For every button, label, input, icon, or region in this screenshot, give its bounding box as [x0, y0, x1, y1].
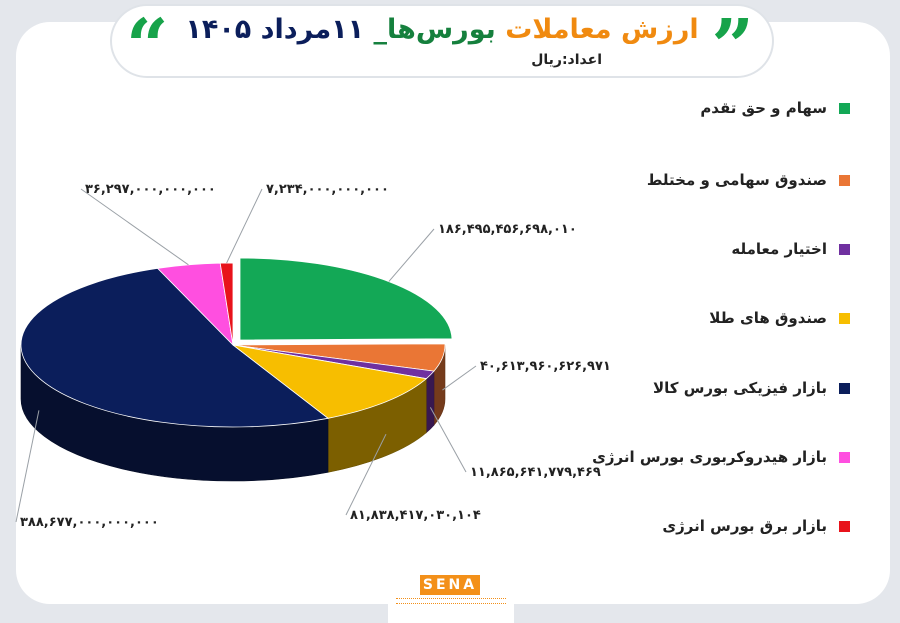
legend-item-6: بازار هیدروکربوری بورس انرژی [592, 445, 850, 469]
data-label-3: ۱۱,۸۶۵,۶۴۱,۷۷۹,۴۶۹ [470, 465, 601, 480]
quote-open-icon: “ [126, 4, 169, 90]
data-label-4: ۸۱,۸۳۸,۴۱۷,۰۳۰,۱۰۴ [350, 508, 481, 523]
title-part-2: بورس‌ها_ [373, 14, 496, 45]
footer-logo-area: SENA [388, 565, 514, 623]
legend-label-7: بازار برق بورس انرژی [662, 517, 827, 535]
legend-swatch-6 [839, 451, 850, 463]
legend-swatch-4 [839, 312, 850, 324]
legend-item-5: بازار فیزیکی بورس کالا [653, 376, 850, 400]
legend-label-1: سهام و حق تقدم [700, 99, 827, 117]
page-title: ارزش معاملات بورس‌ها_ ۱۱مرداد ۱۴۰۵ [182, 12, 702, 48]
pie-slice-1 [239, 257, 453, 341]
leader-line-5 [15, 410, 40, 523]
title-part-3: ۱۱مرداد ۱۴۰۵ [185, 14, 365, 45]
legend-swatch-2 [839, 174, 850, 186]
title-part-1: ارزش معاملات [505, 14, 699, 45]
pie-slice-side-3 [425, 370, 435, 434]
pie-side-walls [20, 344, 446, 482]
leader-line-6 [80, 188, 189, 266]
sena-logo: SENA [420, 575, 480, 595]
legend-swatch-3 [839, 243, 850, 255]
legend-item-7: بازار برق بورس انرژی [662, 514, 850, 538]
legend-item-2: صندوق سهامی و مختلط [647, 168, 850, 192]
title-banner: “ ارزش معاملات بورس‌ها_ ۱۱مرداد ۱۴۰۵ اعد… [112, 6, 772, 84]
legend-item-4: صندوق های طلا [709, 306, 850, 330]
legend-label-2: صندوق سهامی و مختلط [646, 171, 827, 189]
legend-swatch-1 [839, 102, 850, 114]
logo-tagline-mark [396, 598, 506, 604]
pie-slice-4 [232, 344, 428, 419]
data-label-5: ۳۸۸,۶۷۷,۰۰۰,۰۰۰,۰۰۰ [20, 515, 159, 530]
leader-line-3 [429, 407, 467, 473]
legend-item-3: اختیار معامله [731, 237, 850, 261]
legend-label-3: اختیار معامله [731, 240, 827, 258]
quote-close-icon: ” [711, 4, 754, 90]
leader-line-2 [442, 365, 477, 391]
leader-line-7 [226, 188, 263, 264]
data-label-7: ۷,۲۳۴,۰۰۰,۰۰۰,۰۰۰ [266, 182, 389, 197]
legend-item-1: سهام و حق تقدم [700, 96, 850, 120]
leader-line-1 [388, 228, 435, 282]
legend-swatch-7 [839, 520, 850, 532]
pie-slice-tops [20, 257, 453, 428]
data-label-6: ۳۶,۲۹۷,۰۰۰,۰۰۰,۰۰۰ [85, 182, 216, 197]
data-label-2: ۴۰,۶۱۳,۹۶۰,۶۲۶,۹۷۱ [480, 359, 611, 374]
pie-slice-5 [20, 267, 329, 428]
leader-line-4 [345, 433, 387, 516]
legend-swatch-5 [839, 382, 850, 394]
legend-label-4: صندوق های طلا [709, 309, 827, 327]
data-labels: ۱۸۶,۴۹۵,۴۵۶,۶۹۸,۰۱۰ ۴۰,۶۱۳,۹۶۰,۶۲۶,۹۷۱ ۱۱,… [15, 182, 611, 530]
legend-label-6: بازار هیدروکربوری بورس انرژی [592, 448, 827, 466]
units-note: اعداد:ریال [531, 52, 602, 68]
legend-label-5: بازار فیزیکی بورس کالا [652, 379, 827, 397]
data-label-1: ۱۸۶,۴۹۵,۴۵۶,۶۹۸,۰۱۰ [438, 222, 577, 237]
